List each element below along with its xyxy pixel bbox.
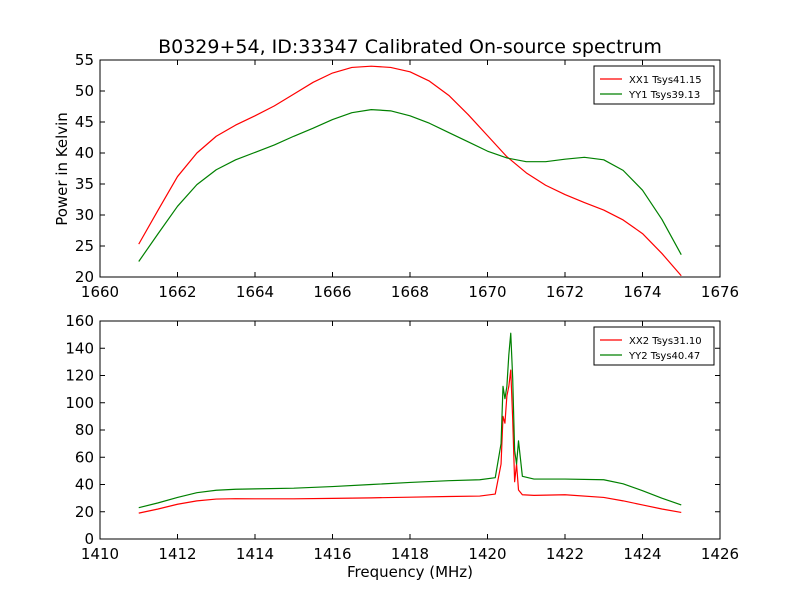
- top-y-tick-label: 40: [75, 144, 94, 162]
- bottom-y-tick-label: 160: [65, 312, 94, 330]
- bottom-x-tick-label: 1410: [81, 545, 119, 563]
- bottom-legend-label: YY2 Tsys40.47: [628, 351, 700, 362]
- bottom-x-tick-label: 1416: [313, 545, 351, 563]
- top-x-tick-label: 1664: [236, 283, 274, 301]
- bottom-legend-box: [593, 326, 715, 366]
- top-y-tick-label: 35: [75, 175, 94, 193]
- bottom-legend-label: XX2 Tsys31.10: [629, 336, 702, 347]
- bottom-y-tick-label: 80: [75, 421, 94, 439]
- top-series-line-yy: [138, 108, 682, 262]
- bottom-y-tick-label: 60: [75, 448, 94, 466]
- bottom-y-tick-label: 140: [65, 339, 94, 357]
- bottom-series-line-yy: [138, 332, 682, 509]
- top-x-tick-label: 1672: [546, 283, 584, 301]
- bottom-y-tick-label: 100: [65, 394, 94, 412]
- bottom-series-line-xx: [138, 369, 682, 514]
- bottom-y-tick-label: 0: [84, 530, 94, 548]
- top-x-tick-label: 1674: [623, 283, 661, 301]
- bottom-x-tick-label: 1420: [468, 545, 506, 563]
- bottom-x-tick-label: 1426: [701, 545, 739, 563]
- top-y-tick-label: 30: [75, 206, 94, 224]
- top-legend-label: YY1 Tsys39.13: [628, 90, 700, 101]
- bottom-y-tick-label: 120: [65, 367, 94, 385]
- bottom-x-tick-label: 1424: [623, 545, 661, 563]
- bottom-x-tick-label: 1422: [546, 545, 584, 563]
- bottom-x-tick-label: 1412: [158, 545, 196, 563]
- top-x-tick-label: 1668: [391, 283, 429, 301]
- top-x-tick-label: 1670: [468, 283, 506, 301]
- chart-title: B0329+54, ID:33347 Calibrated On-source …: [158, 36, 662, 58]
- top-y-axis-label: Power in Kelvin: [53, 112, 71, 226]
- top-y-tick-label: 55: [75, 51, 94, 69]
- top-series-line-xx: [138, 65, 682, 277]
- top-y-tick-label: 50: [75, 82, 94, 100]
- top-y-tick-label: 25: [75, 237, 94, 255]
- top-legend-box: [593, 65, 715, 105]
- top-x-tick-label: 1662: [158, 283, 196, 301]
- top-legend-label: XX1 Tsys41.15: [629, 75, 702, 86]
- top-x-tick-label: 1676: [701, 283, 739, 301]
- bottom-y-tick-label: 40: [75, 476, 94, 494]
- top-x-tick-label: 1666: [313, 283, 351, 301]
- bottom-y-tick-label: 20: [75, 503, 94, 521]
- top-y-tick-label: 20: [75, 268, 94, 286]
- top-plot: 1660 1662 1664 1666 1668 1670 1672 1674 1676 20 25…: [75, 51, 739, 301]
- top-x-tick-label: 1660: [81, 283, 119, 301]
- bottom-x-tick-label: 1414: [236, 545, 274, 563]
- bottom-x-axis-label: Frequency (MHz): [347, 563, 473, 581]
- bottom-plot: 1410 1412 1414 1416 1418 1420 1422 1424 1426 0 20 4…: [65, 312, 739, 563]
- bottom-x-tick-label: 1418: [391, 545, 429, 563]
- top-y-tick-label: 45: [75, 113, 94, 131]
